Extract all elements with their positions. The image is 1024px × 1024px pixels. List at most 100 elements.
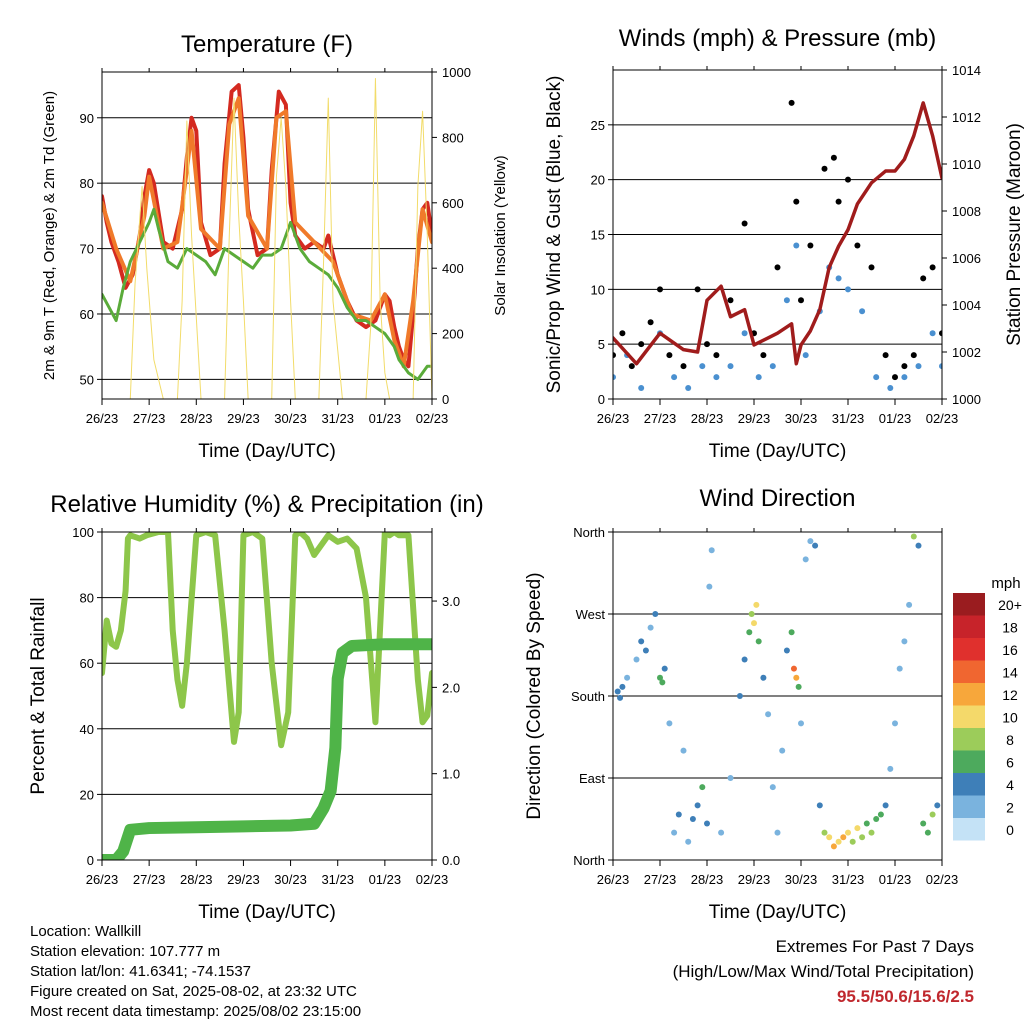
direction-point bbox=[873, 816, 880, 822]
x-tick-label: 26/23 bbox=[597, 411, 630, 426]
series-point bbox=[929, 330, 936, 337]
series-point bbox=[628, 363, 635, 370]
colorbar-swatch bbox=[953, 728, 985, 751]
series-point bbox=[910, 352, 917, 359]
direction-point bbox=[753, 601, 760, 608]
y-right-tick-label: 2.0 bbox=[442, 680, 460, 695]
direction-point bbox=[661, 665, 668, 672]
series-line bbox=[102, 78, 432, 399]
series-point bbox=[713, 374, 720, 381]
x-tick-label: 02/23 bbox=[926, 872, 959, 887]
series-point bbox=[774, 264, 781, 271]
x-axis-label-3: Time (Day/UTC) bbox=[709, 902, 847, 923]
x-tick-label: 26/23 bbox=[86, 872, 119, 887]
series-point bbox=[769, 363, 776, 370]
colorbar-label: 16 bbox=[1002, 642, 1018, 658]
x-tick-label: 29/23 bbox=[227, 872, 260, 887]
direction-point bbox=[689, 816, 696, 822]
direction-point bbox=[793, 674, 800, 681]
x-tick-label: 31/23 bbox=[832, 411, 865, 426]
y-tick-label: 90 bbox=[80, 111, 94, 126]
direction-point bbox=[642, 647, 649, 654]
series-point bbox=[798, 297, 804, 304]
series-point bbox=[704, 341, 710, 348]
plot-area-0 bbox=[102, 78, 432, 399]
direction-point bbox=[807, 538, 814, 545]
y-axis-right-label-1: Station Pressure (Maroon) bbox=[1004, 123, 1024, 346]
x-tick-label: 31/23 bbox=[321, 872, 354, 887]
series-point bbox=[788, 99, 795, 106]
series-point bbox=[793, 198, 800, 205]
y-tick-label: 80 bbox=[80, 176, 94, 191]
direction-point bbox=[783, 647, 790, 654]
y-tick-label: East bbox=[579, 771, 605, 786]
y-right-tick-label: 1000 bbox=[952, 392, 981, 407]
direction-point bbox=[652, 611, 659, 617]
direction-point bbox=[666, 720, 673, 727]
series-point bbox=[741, 220, 748, 227]
y-tick-label: 60 bbox=[80, 307, 94, 322]
direction-point bbox=[774, 829, 781, 836]
x-tick-label: 29/23 bbox=[227, 411, 260, 426]
x-tick-label: 30/23 bbox=[274, 411, 307, 426]
series-point bbox=[868, 264, 875, 271]
direction-point bbox=[882, 802, 889, 809]
colorbar-swatch bbox=[953, 683, 985, 706]
y-tick-label: 10 bbox=[591, 282, 605, 297]
colorbar-label: 14 bbox=[1002, 665, 1018, 681]
x-axis-label-0: Time (Day/UTC) bbox=[198, 441, 336, 462]
y-tick-label: South bbox=[571, 689, 605, 704]
series-point bbox=[873, 374, 880, 381]
y-axis-label-1: Sonic/Prop Wind & Gust (Blue, Black) bbox=[544, 76, 565, 394]
direction-point bbox=[920, 820, 927, 827]
direction-point bbox=[619, 683, 626, 690]
series-point bbox=[666, 352, 673, 359]
colorbar-swatch bbox=[953, 638, 985, 661]
colorbar-swatch bbox=[953, 750, 985, 773]
direction-point bbox=[896, 665, 903, 672]
direction-point bbox=[901, 638, 908, 645]
series-point bbox=[638, 385, 645, 392]
direction-point bbox=[859, 834, 866, 841]
y-axis-right-label-0: Solar Insolation (Yellow) bbox=[492, 155, 509, 315]
series-point bbox=[613, 374, 616, 381]
x-tick-label: 28/23 bbox=[691, 872, 724, 887]
direction-point bbox=[863, 820, 870, 827]
series-point bbox=[887, 385, 894, 392]
direction-point bbox=[694, 802, 701, 809]
y-tick-label: 80 bbox=[80, 591, 94, 606]
series-point bbox=[939, 363, 942, 370]
y-tick-label: 0 bbox=[598, 392, 605, 407]
y-right-tick-label: 1002 bbox=[952, 345, 981, 360]
plot-frame bbox=[612, 69, 943, 400]
series-point bbox=[835, 198, 842, 205]
series-point bbox=[915, 363, 922, 370]
direction-point bbox=[659, 679, 666, 686]
direction-point bbox=[765, 711, 772, 718]
direction-point bbox=[816, 802, 823, 809]
series-point bbox=[727, 297, 734, 304]
direction-point bbox=[718, 829, 725, 836]
colorbar-swatch bbox=[953, 818, 985, 841]
x-tick-label: 27/23 bbox=[133, 872, 166, 887]
direction-point bbox=[647, 624, 654, 631]
y-tick-label: 60 bbox=[80, 656, 94, 671]
direction-point bbox=[812, 542, 819, 549]
series-point bbox=[854, 242, 861, 249]
direction-point bbox=[657, 674, 663, 681]
x-tick-label: 30/23 bbox=[785, 872, 818, 887]
series-point bbox=[713, 352, 720, 359]
direction-point bbox=[802, 556, 809, 563]
direction-point bbox=[755, 638, 762, 645]
y-right-tick-label: 1012 bbox=[952, 110, 981, 125]
y-right-tick-label: 200 bbox=[442, 327, 464, 342]
x-tick-label: 01/23 bbox=[879, 872, 912, 887]
direction-point bbox=[748, 611, 755, 617]
direction-point bbox=[680, 747, 687, 754]
x-axis-label-2: Time (Day/UTC) bbox=[198, 902, 336, 923]
direction-point bbox=[924, 829, 931, 836]
direction-point bbox=[887, 765, 894, 772]
extremes-title: Extremes For Past 7 Days bbox=[775, 937, 974, 956]
y-axis-label-2: Percent & Total Rainfall bbox=[28, 597, 49, 794]
